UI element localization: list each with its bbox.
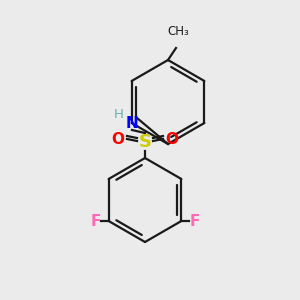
Text: CH₃: CH₃ (167, 25, 189, 38)
Text: O: O (112, 133, 124, 148)
Text: F: F (189, 214, 200, 229)
Text: H: H (114, 109, 124, 122)
Text: N: N (126, 116, 138, 130)
Text: O: O (166, 133, 178, 148)
Text: S: S (139, 133, 152, 151)
Text: F: F (90, 214, 101, 229)
